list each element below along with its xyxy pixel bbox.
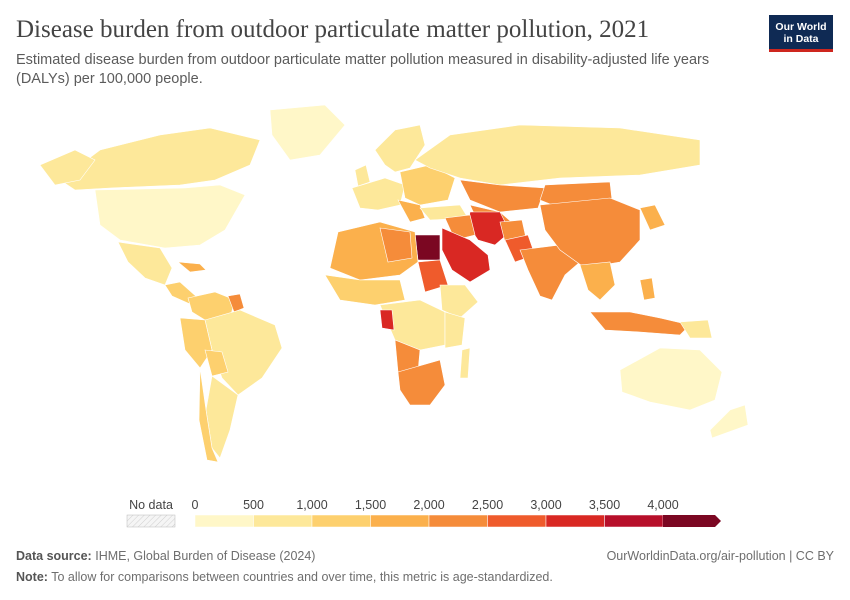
region-philippines[interactable] <box>639 277 656 301</box>
region-scandinavia[interactable] <box>374 124 426 173</box>
region-southeast-asia[interactable] <box>579 261 616 301</box>
legend-bin[interactable] <box>311 514 371 528</box>
legend-tick-label: 1,500 <box>355 498 386 512</box>
region-saudi-arabia[interactable] <box>441 227 491 283</box>
region-alaska[interactable] <box>39 149 96 186</box>
legend-bin[interactable] <box>487 514 547 528</box>
region-australia[interactable] <box>619 347 723 411</box>
logo-line2: in Data <box>783 33 819 45</box>
legend-tick-label: 1,000 <box>296 498 327 512</box>
legend-bin[interactable] <box>370 514 430 528</box>
region-china[interactable] <box>539 197 641 269</box>
data-source: Data source: IHME, Global Burden of Dise… <box>16 549 315 563</box>
no-data-swatch <box>126 514 176 528</box>
legend-bin[interactable] <box>253 514 313 528</box>
legend-arrow <box>715 515 721 527</box>
region-egypt[interactable] <box>414 234 441 261</box>
legend-bin[interactable] <box>428 514 488 528</box>
region-chile[interactable] <box>198 367 219 463</box>
region-korea-japan[interactable] <box>639 204 666 231</box>
legend-bin[interactable] <box>663 515 715 527</box>
region-gabon[interactable] <box>379 309 395 331</box>
region-guyana[interactable] <box>227 293 245 313</box>
source-text[interactable]: IHME, Global Burden of Disease (2024) <box>95 549 316 563</box>
region-russia[interactable] <box>414 124 701 186</box>
region-algeria[interactable] <box>379 227 413 263</box>
region-peru[interactable] <box>179 317 213 369</box>
page-title: Disease burden from outdoor particulate … <box>16 16 650 43</box>
region-bolivia[interactable] <box>204 349 229 377</box>
note-text: To allow for comparisons between countri… <box>51 570 553 584</box>
legend-bin[interactable] <box>545 514 605 528</box>
region-usa[interactable] <box>94 184 246 249</box>
world-map <box>39 104 749 463</box>
region-madagascar[interactable] <box>459 347 471 379</box>
region-indonesia[interactable] <box>589 311 691 336</box>
region-east-africa[interactable] <box>444 311 466 349</box>
region-western-europe[interactable] <box>351 177 406 211</box>
source-label: Data source: <box>16 549 92 563</box>
region-papua[interactable] <box>679 319 713 339</box>
region-mexico[interactable] <box>117 241 173 286</box>
legend-tick-label: 3,500 <box>589 498 620 512</box>
region-uk[interactable] <box>354 164 371 187</box>
legend-tick-label: 0 <box>192 498 199 512</box>
subtitle: Estimated disease burden from outdoor pa… <box>16 52 710 87</box>
region-kazakhstan[interactable] <box>459 179 546 213</box>
footer-link[interactable]: OurWorldinData.org/air-pollution | CC BY <box>606 549 834 563</box>
region-caribbean[interactable] <box>177 261 207 273</box>
region-balkans[interactable] <box>397 199 426 223</box>
legend-bin[interactable] <box>194 514 254 528</box>
region-new-zealand[interactable] <box>709 404 749 439</box>
region-greenland[interactable] <box>269 104 346 161</box>
legend-tick-label: 3,000 <box>530 498 561 512</box>
no-data-label: No data <box>129 498 173 512</box>
legend-tick-label: 2,500 <box>472 498 503 512</box>
note-label: Note: <box>16 570 48 584</box>
owid-logo[interactable]: Our World in Data <box>769 15 833 52</box>
legend-scale: 0 500 1,000 1,500 2,000 2,500 3,000 3,500 4,000 <box>192 498 721 528</box>
legend-bin[interactable] <box>604 514 664 528</box>
logo-line1: Our World <box>775 21 827 33</box>
region-west-africa[interactable] <box>324 274 406 306</box>
region-southern-africa[interactable] <box>397 359 446 406</box>
legend-tick-label: 500 <box>243 498 264 512</box>
region-canada[interactable] <box>59 127 261 191</box>
region-ethiopia[interactable] <box>439 284 479 319</box>
legend-tick-label: 2,000 <box>413 498 444 512</box>
note: Note: To allow for comparisons between c… <box>16 570 553 584</box>
legend: No data 0 500 1,000 1,500 2,000 2,500 3,000 3,5… <box>126 498 721 528</box>
legend-tick-label: 4,000 <box>647 498 678 512</box>
